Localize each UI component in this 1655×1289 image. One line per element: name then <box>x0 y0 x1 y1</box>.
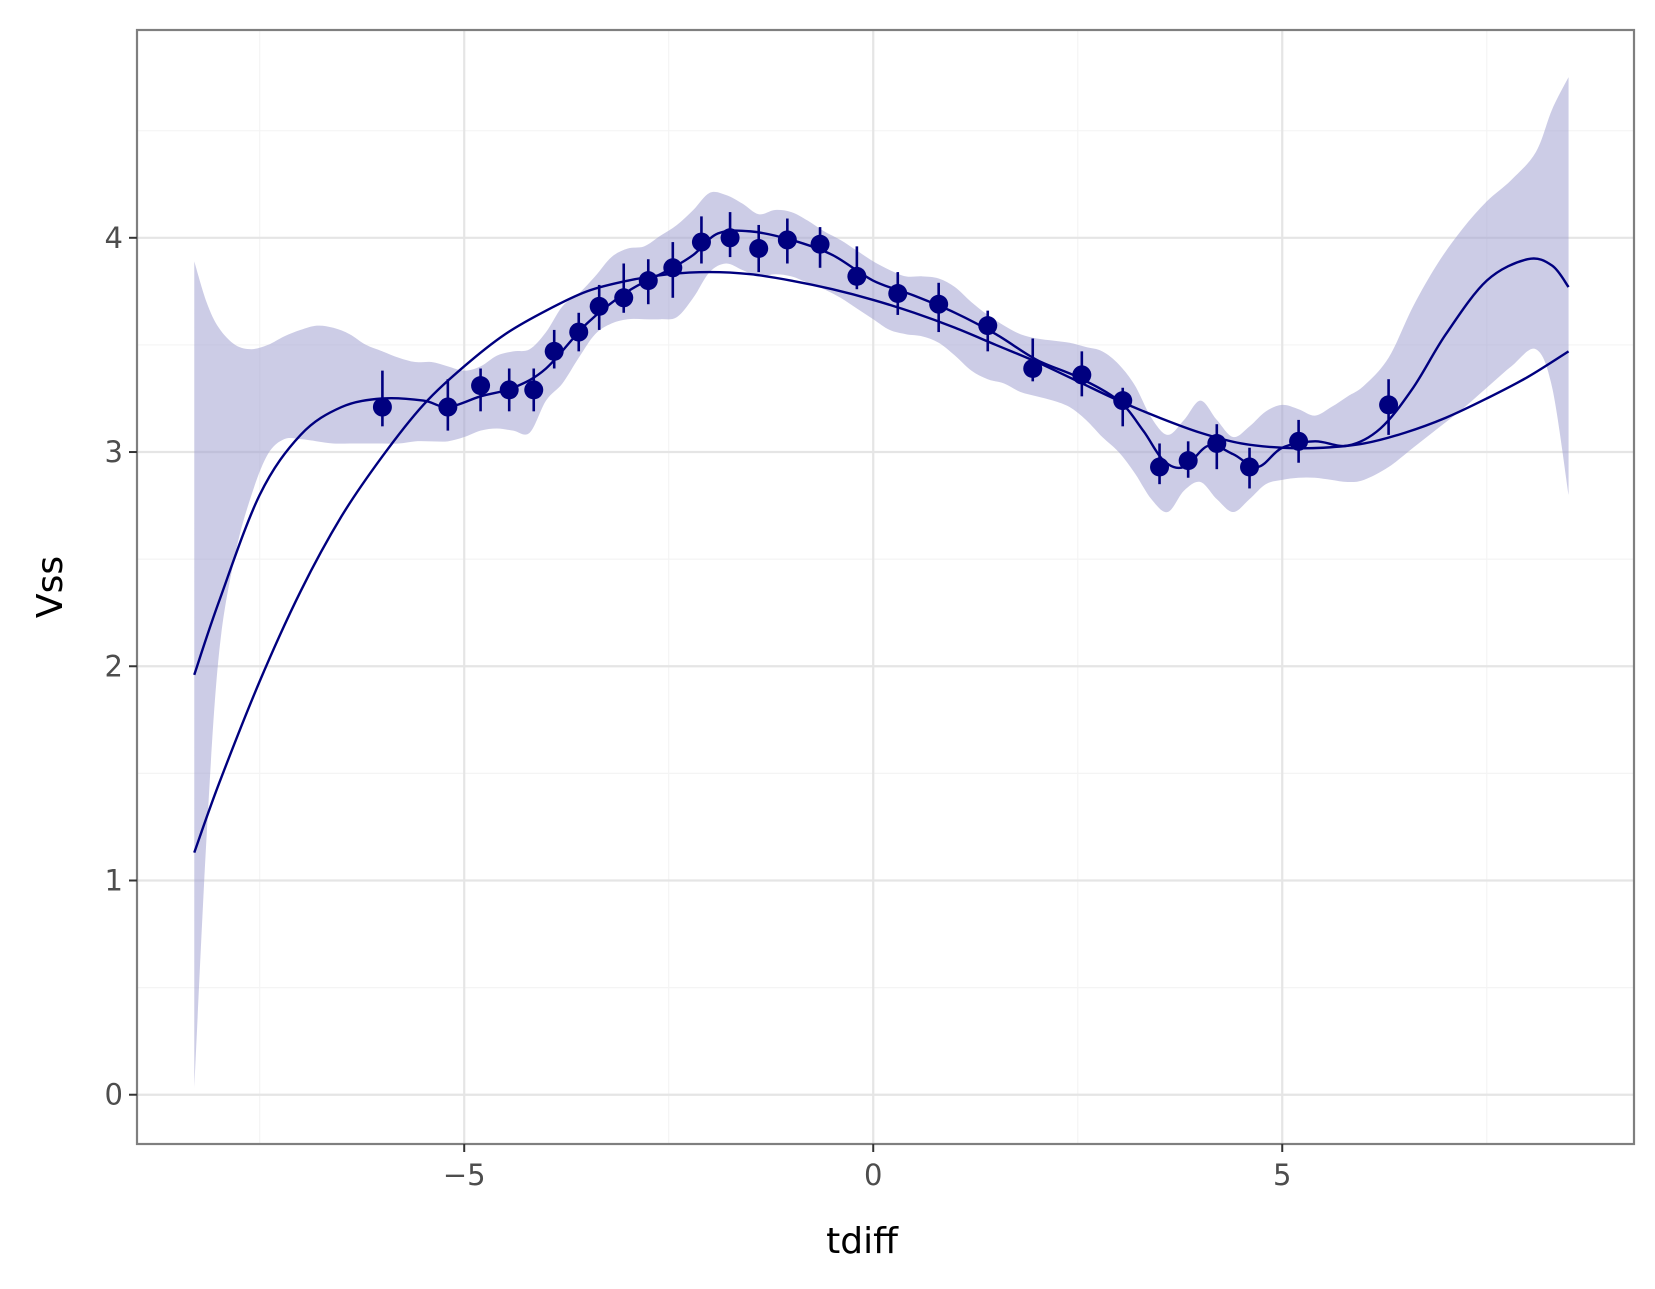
data-point <box>810 234 830 254</box>
data-point <box>1240 457 1260 477</box>
data-point <box>1023 358 1043 378</box>
data-point <box>847 266 867 286</box>
data-point <box>569 322 589 342</box>
x-axis-title: tdiff <box>826 1221 899 1262</box>
y-tick-label: 1 <box>105 863 123 897</box>
data-point <box>471 376 491 396</box>
data-point <box>929 294 949 314</box>
fit-lines <box>193 229 1570 854</box>
trend-fit-line <box>193 270 1570 854</box>
y-tick-label: 0 <box>105 1078 123 1112</box>
y-tick-label: 2 <box>105 649 123 683</box>
data-point <box>777 230 797 250</box>
data-point <box>888 284 908 304</box>
y-axis-tick-labels: 0 1 2 3 4 <box>105 221 123 1112</box>
data-point <box>749 239 769 259</box>
data-points <box>372 228 1399 477</box>
data-point <box>1150 457 1170 477</box>
confidence-band-area <box>194 77 1569 1089</box>
data-point <box>524 380 544 400</box>
axis-ticks <box>129 236 1284 1152</box>
data-point <box>1113 391 1133 411</box>
y-tick-label: 3 <box>105 435 123 469</box>
x-tick-label: 5 <box>1273 1158 1291 1192</box>
data-point <box>1379 395 1399 415</box>
x-axis-tick-labels: −5 0 5 <box>443 1158 1292 1192</box>
data-point <box>978 316 998 336</box>
data-point <box>589 296 609 316</box>
data-point <box>1072 365 1092 385</box>
data-point <box>1207 433 1227 453</box>
data-point <box>499 380 519 400</box>
plot-panel <box>137 30 1634 1144</box>
y-axis-title: Vss <box>30 556 71 618</box>
x-tick-label: −5 <box>443 1158 486 1192</box>
data-point <box>1178 451 1198 471</box>
confidence-band <box>194 77 1569 1089</box>
data-point <box>663 258 683 278</box>
data-point <box>691 232 711 252</box>
data-point <box>614 288 634 308</box>
data-point <box>544 341 564 361</box>
data-point <box>720 228 740 248</box>
data-point <box>438 397 458 417</box>
x-tick-label: 0 <box>864 1158 882 1192</box>
panel-border <box>135 28 1636 1146</box>
data-point <box>1289 431 1309 451</box>
y-tick-label: 4 <box>105 221 123 255</box>
data-point <box>372 397 392 417</box>
data-point <box>638 271 658 291</box>
